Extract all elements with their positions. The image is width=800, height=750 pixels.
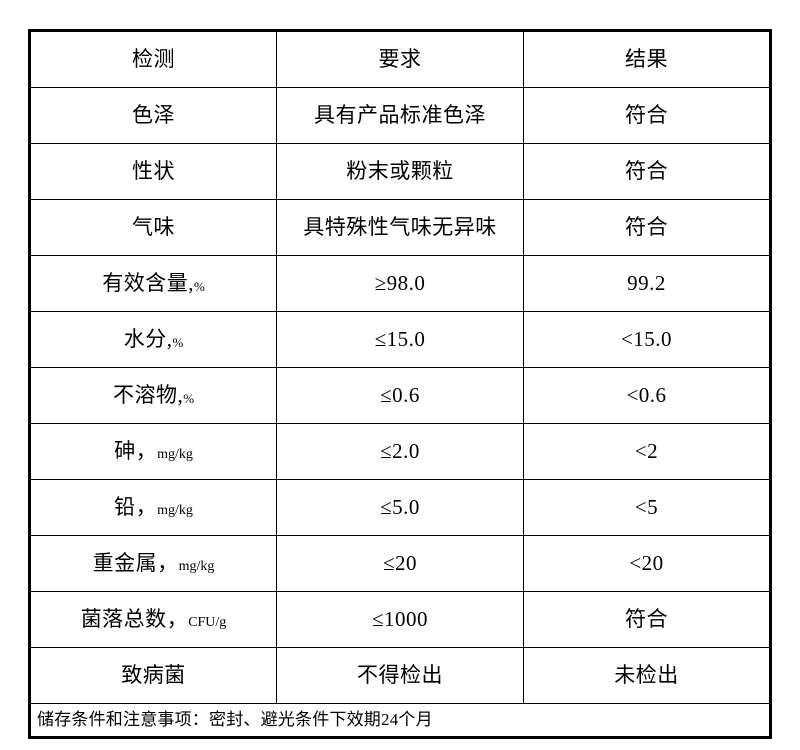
table-row: 性状 粉末或颗粒 符合 [29,143,771,200]
table-row: 菌落总数，CFU/g ≤1000 符合 [29,591,771,648]
item-label: 不溶物, [112,383,184,408]
cell-requirement: 具特殊性气味无异味 [276,199,524,256]
table-row: 重金属，mg/kg ≤20 <20 [29,535,771,592]
cell-result: <2 [523,423,771,480]
item-unit: CFU/g [188,615,227,631]
item-label: 致病菌 [121,663,186,688]
cell-result: 符合 [523,143,771,200]
cell-requirement: 具有产品标准色泽 [276,87,524,144]
cell-result: <20 [523,535,771,592]
cell-requirement: ≥98.0 [276,255,524,312]
cell-requirement: ≤1000 [276,591,524,648]
item-label: 有效含量, [102,271,194,296]
cell-result: 未检出 [523,647,771,704]
cell-item: 重金属，mg/kg [29,535,277,592]
table-row: 气味 具特殊性气味无异味 符合 [29,199,771,256]
item-label: 性状 [132,159,175,184]
item-label: 铅， [114,495,158,520]
cell-result: 99.2 [523,255,771,312]
cell-result: 符合 [523,199,771,256]
item-label: 色泽 [132,103,175,128]
item-unit: mg/kg [157,447,193,463]
item-label: 砷， [114,439,158,464]
storage-note-row: 储存条件和注意事项：密封、避光条件下效期24个月 [29,703,771,738]
table-row: 色泽 具有产品标准色泽 符合 [29,87,771,144]
column-header-requirement: 要求 [276,30,524,88]
cell-item: 色泽 [29,87,277,144]
table-row: 不溶物,% ≤0.6 <0.6 [29,367,771,424]
cell-requirement: 粉末或颗粒 [276,143,524,200]
item-unit: % [172,335,184,351]
cell-item: 有效含量,% [29,255,277,312]
table-body: 色泽 具有产品标准色泽 符合 性状 粉末或颗粒 符合 气味 具特殊性气味无异味 … [29,87,771,738]
item-unit: % [193,279,205,295]
table-row: 水分,% ≤15.0 <15.0 [29,311,771,368]
item-unit: mg/kg [178,559,215,575]
table-header-row: 检测 要求 结果 [29,30,771,88]
cell-result: <5 [523,479,771,536]
cell-requirement: ≤20 [276,535,524,592]
specification-table: 检测 要求 结果 色泽 具有产品标准色泽 符合 性状 粉末或颗粒 符合 气味 具… [28,29,772,739]
item-label: 重金属， [92,551,179,576]
item-label: 菌落总数， [80,607,189,632]
storage-note: 储存条件和注意事项：密封、避光条件下效期24个月 [29,703,771,738]
cell-result: 符合 [523,591,771,648]
table-row: 致病菌 不得检出 未检出 [29,647,771,704]
cell-requirement: ≤15.0 [276,311,524,368]
cell-item: 致病菌 [29,647,277,704]
cell-requirement: ≤0.6 [276,367,524,424]
item-label: 水分, [123,327,173,352]
cell-result: 符合 [523,87,771,144]
cell-result: <0.6 [523,367,771,424]
item-unit: % [183,391,195,407]
cell-item: 菌落总数，CFU/g [29,591,277,648]
cell-item: 铅，mg/kg [29,479,277,536]
cell-item: 性状 [29,143,277,200]
item-label: 气味 [132,215,175,240]
table-row: 有效含量,% ≥98.0 99.2 [29,255,771,312]
cell-item: 气味 [29,199,277,256]
table-row: 铅，mg/kg ≤5.0 <5 [29,479,771,536]
cell-requirement: 不得检出 [276,647,524,704]
column-header-item: 检测 [29,30,277,88]
cell-result: <15.0 [523,311,771,368]
cell-requirement: ≤2.0 [276,423,524,480]
column-header-result: 结果 [523,30,771,88]
cell-requirement: ≤5.0 [276,479,524,536]
cell-item: 不溶物,% [29,367,277,424]
table-row: 砷，mg/kg ≤2.0 <2 [29,423,771,480]
cell-item: 水分,% [29,311,277,368]
cell-item: 砷，mg/kg [29,423,277,480]
item-unit: mg/kg [157,503,193,519]
